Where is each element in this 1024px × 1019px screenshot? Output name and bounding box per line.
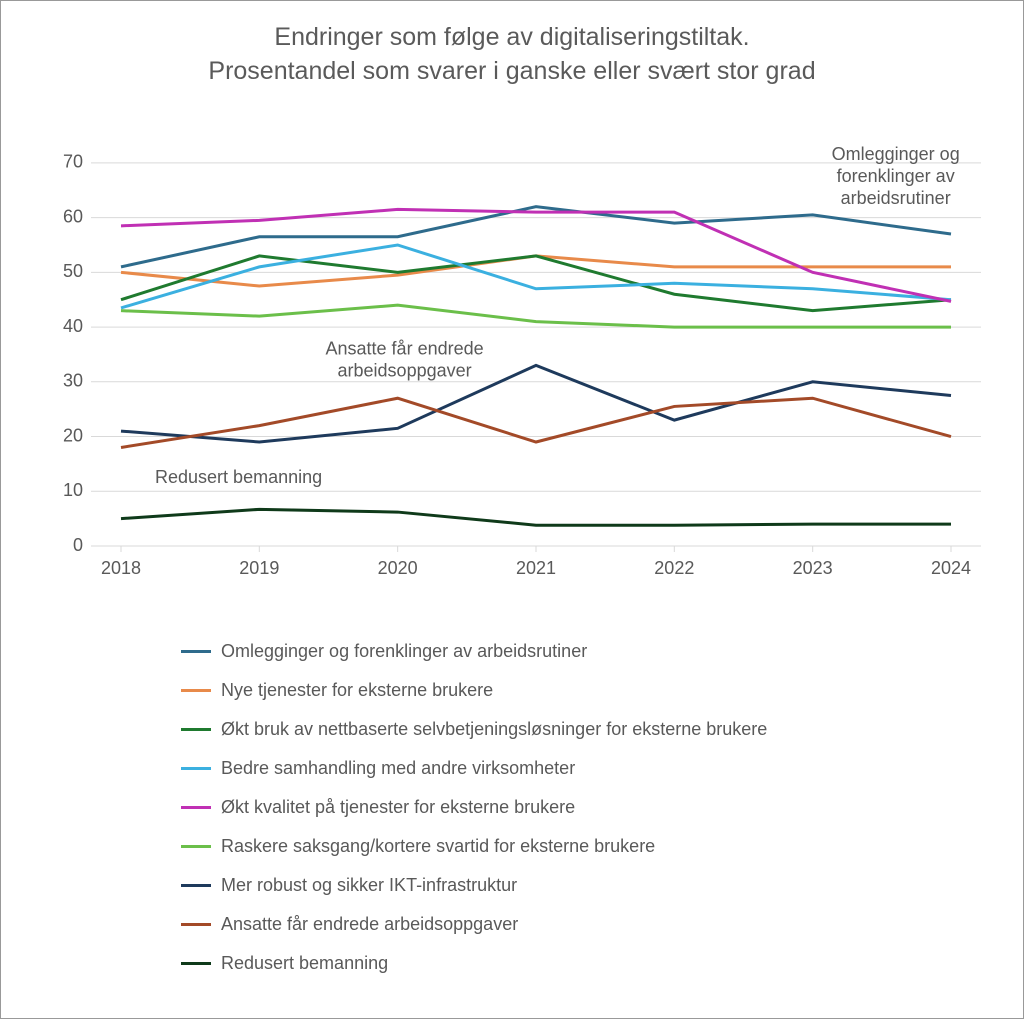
legend-label: Ansatte får endrede arbeidsoppgaver xyxy=(221,914,518,935)
legend-label: Nye tjenester for eksterne brukere xyxy=(221,680,493,701)
legend-item-raskere_saksgang: Raskere saksgang/kortere svartid for eks… xyxy=(181,836,941,857)
legend-swatch xyxy=(181,884,211,887)
chart-frame: Endringer som følge av digitaliseringsti… xyxy=(0,0,1024,1019)
y-tick-label: 70 xyxy=(63,152,83,172)
legend-swatch xyxy=(181,767,211,770)
legend-swatch xyxy=(181,845,211,848)
y-tick-label: 20 xyxy=(63,425,83,445)
x-tick-label: 2022 xyxy=(654,558,694,578)
legend-swatch xyxy=(181,650,211,653)
y-tick-label: 50 xyxy=(63,261,83,281)
legend-label: Bedre samhandling med andre virksomheter xyxy=(221,758,575,779)
legend-label: Økt kvalitet på tjenester for eksterne b… xyxy=(221,797,575,818)
y-tick-label: 60 xyxy=(63,206,83,226)
chart-title: Endringer som følge av digitaliseringsti… xyxy=(1,21,1023,89)
legend-item-redusert_bemanning: Redusert bemanning xyxy=(181,953,941,974)
annotation-annot_omlegginger: arbeidsrutiner xyxy=(841,188,951,208)
y-tick-label: 0 xyxy=(73,535,83,555)
annotation-annot_ansatte: arbeidsoppgaver xyxy=(338,360,472,380)
legend-item-omlegginger: Omlegginger og forenklinger av arbeidsru… xyxy=(181,641,941,662)
y-tick-label: 10 xyxy=(63,480,83,500)
title-line2: Prosentandel som svarer i ganske eller s… xyxy=(208,57,815,85)
chart-svg: 0 10 20 30 40 50 60 70 2018 2019 2020 2021 2022 2023 2… xyxy=(61,136,1001,586)
plot-area: 0 10 20 30 40 50 60 70 2018 2019 2020 2021 2022 2023 2… xyxy=(61,136,1001,586)
legend-label: Omlegginger og forenklinger av arbeidsru… xyxy=(221,641,587,662)
legend-item-nye_tjenester: Nye tjenester for eksterne brukere xyxy=(181,680,941,701)
x-tick-label: 2019 xyxy=(239,558,279,578)
legend-swatch xyxy=(181,689,211,692)
legend-swatch xyxy=(181,962,211,965)
annotation-annot_omlegginger: forenklinger av xyxy=(837,166,955,186)
legend-label: Økt bruk av nettbaserte selvbetjeningslø… xyxy=(221,719,767,740)
legend-label: Raskere saksgang/kortere svartid for eks… xyxy=(221,836,655,857)
legend-swatch xyxy=(181,806,211,809)
series-mer_robust_ikt xyxy=(121,365,951,442)
legend-swatch xyxy=(181,923,211,926)
series-omlegginger xyxy=(121,207,951,267)
x-tick-label: 2021 xyxy=(516,558,556,578)
legend-label: Redusert bemanning xyxy=(221,953,388,974)
y-tick-label: 30 xyxy=(63,371,83,391)
legend-swatch xyxy=(181,728,211,731)
legend-item-okt_bruk_selvbetjening: Økt bruk av nettbaserte selvbetjeningslø… xyxy=(181,719,941,740)
legend: Omlegginger og forenklinger av arbeidsru… xyxy=(181,641,941,992)
legend-item-okt_kvalitet: Økt kvalitet på tjenester for eksterne b… xyxy=(181,797,941,818)
x-tick-label: 2024 xyxy=(931,558,971,578)
x-tick-label: 2020 xyxy=(378,558,418,578)
y-tick-label: 40 xyxy=(63,316,83,336)
legend-item-bedre_samhandling: Bedre samhandling med andre virksomheter xyxy=(181,758,941,779)
title-line1: Endringer som følge av digitaliseringsti… xyxy=(274,23,749,51)
annotation-annot_bemanning: Redusert bemanning xyxy=(155,467,322,487)
x-tick-label: 2023 xyxy=(793,558,833,578)
x-tick-label: 2018 xyxy=(101,558,141,578)
series-redusert_bemanning xyxy=(121,509,951,525)
annotation-annot_omlegginger: Omlegginger og xyxy=(832,144,960,164)
legend-label: Mer robust og sikker IKT-infrastruktur xyxy=(221,875,517,896)
annotation-annot_ansatte: Ansatte får endrede xyxy=(326,338,484,358)
legend-item-ansatte_endrede: Ansatte får endrede arbeidsoppgaver xyxy=(181,914,941,935)
legend-item-mer_robust_ikt: Mer robust og sikker IKT-infrastruktur xyxy=(181,875,941,896)
